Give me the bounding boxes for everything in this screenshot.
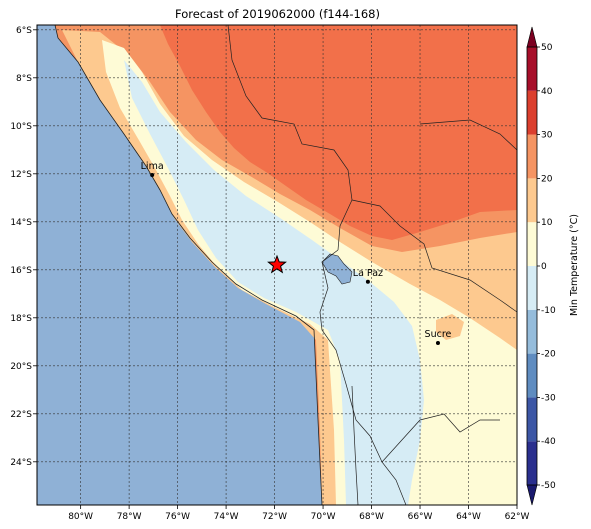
colorbar-band xyxy=(527,353,537,398)
colorbar-extend-max xyxy=(526,26,538,48)
colorbar-label: Min Temperature (°C) xyxy=(569,214,580,316)
colorbar-tick-label: 50 xyxy=(541,43,553,53)
border-bolivia-argentina xyxy=(381,413,500,463)
border-peru-brazil xyxy=(227,25,353,251)
colorbar-tick-label: 30 xyxy=(541,131,553,141)
colorbar-band xyxy=(527,178,537,223)
y-tick-label: 12°S xyxy=(10,170,32,180)
y-tick-label: 22°S xyxy=(10,410,32,420)
gridlines xyxy=(37,25,517,505)
colorbar-tick-label: 10 xyxy=(541,218,553,228)
colorbar-band xyxy=(527,47,537,91)
colorbar-band xyxy=(527,266,537,310)
border-peru-bolivia-chile xyxy=(319,249,407,505)
colorbar-band xyxy=(527,222,537,266)
lake-titicaca xyxy=(321,253,353,285)
colorbar-tick-label: -20 xyxy=(541,350,556,360)
city-label: Sucre xyxy=(425,329,452,340)
colorbar: -50 -40 -30 -20 -10 0 10 20 30 40 50 xyxy=(526,26,556,506)
y-axis-ticks: 6°S 8°S 10°S 12°S 14°S 16°S 18°S 20°S 22°S 24°S xyxy=(10,26,37,468)
y-tick-label: 6°S xyxy=(16,26,32,36)
star-icon[interactable] xyxy=(267,254,287,274)
y-tick-label: 10°S xyxy=(10,122,32,132)
border-chile-argentina xyxy=(351,385,359,505)
x-tick-label: 68°W xyxy=(359,512,384,522)
colorbar-band xyxy=(527,309,537,354)
colorbar-band xyxy=(527,134,537,179)
x-tick-label: 64°W xyxy=(456,512,481,522)
coastline xyxy=(54,25,323,505)
colorbar-band xyxy=(527,397,537,442)
colorbar-tick-label: -10 xyxy=(541,306,556,316)
y-tick-label: 24°S xyxy=(10,458,32,468)
city-label: Lima xyxy=(141,161,164,172)
border-brazil-north xyxy=(419,119,517,151)
colorbar-tick-label: 0 xyxy=(541,262,547,272)
y-tick-label: 8°S xyxy=(16,74,32,84)
city-dot xyxy=(365,279,370,284)
x-tick-label: 78°W xyxy=(117,512,142,522)
x-tick-label: 62°W xyxy=(505,512,530,522)
x-tick-label: 80°W xyxy=(68,512,93,522)
border-bolivia-brazil xyxy=(351,199,517,313)
land-warm-spot xyxy=(436,314,464,340)
colorbar-band xyxy=(527,441,537,485)
colorbar-band xyxy=(527,90,537,135)
x-tick-label: 70°W xyxy=(311,512,336,522)
colorbar-tick-label: 20 xyxy=(541,174,553,184)
land-30-40 xyxy=(160,25,517,240)
colorbar-tick-label: 40 xyxy=(541,87,553,97)
forecast-point-star[interactable] xyxy=(267,254,287,274)
x-tick-label: 66°W xyxy=(408,512,433,522)
map-frame xyxy=(36,24,518,506)
city-dot xyxy=(150,173,155,177)
y-tick-label: 18°S xyxy=(10,314,32,324)
cities: Lima La Paz Sucre xyxy=(141,161,452,345)
y-tick-label: 20°S xyxy=(10,362,32,372)
colorbar-extend-min xyxy=(526,484,538,506)
x-tick-label: 74°W xyxy=(214,512,239,522)
x-tick-label: 76°W xyxy=(165,512,190,522)
x-tick-label: 72°W xyxy=(262,512,287,522)
map-title: Forecast of 2019062000 (f144-168) xyxy=(175,7,380,21)
y-tick-label: 14°S xyxy=(10,218,32,228)
city-dot xyxy=(435,341,440,345)
city-label: La Paz xyxy=(353,268,383,279)
colorbar-tick-label: -50 xyxy=(541,481,556,491)
y-tick-label: 16°S xyxy=(10,266,32,276)
x-axis-ticks: 80°W 78°W 76°W 74°W 72°W 70°W 68°W 66°W 64°W 62°W xyxy=(68,505,530,522)
colorbar-tick-label: -40 xyxy=(541,437,556,447)
colorbar-tick-label: -30 xyxy=(541,393,556,403)
